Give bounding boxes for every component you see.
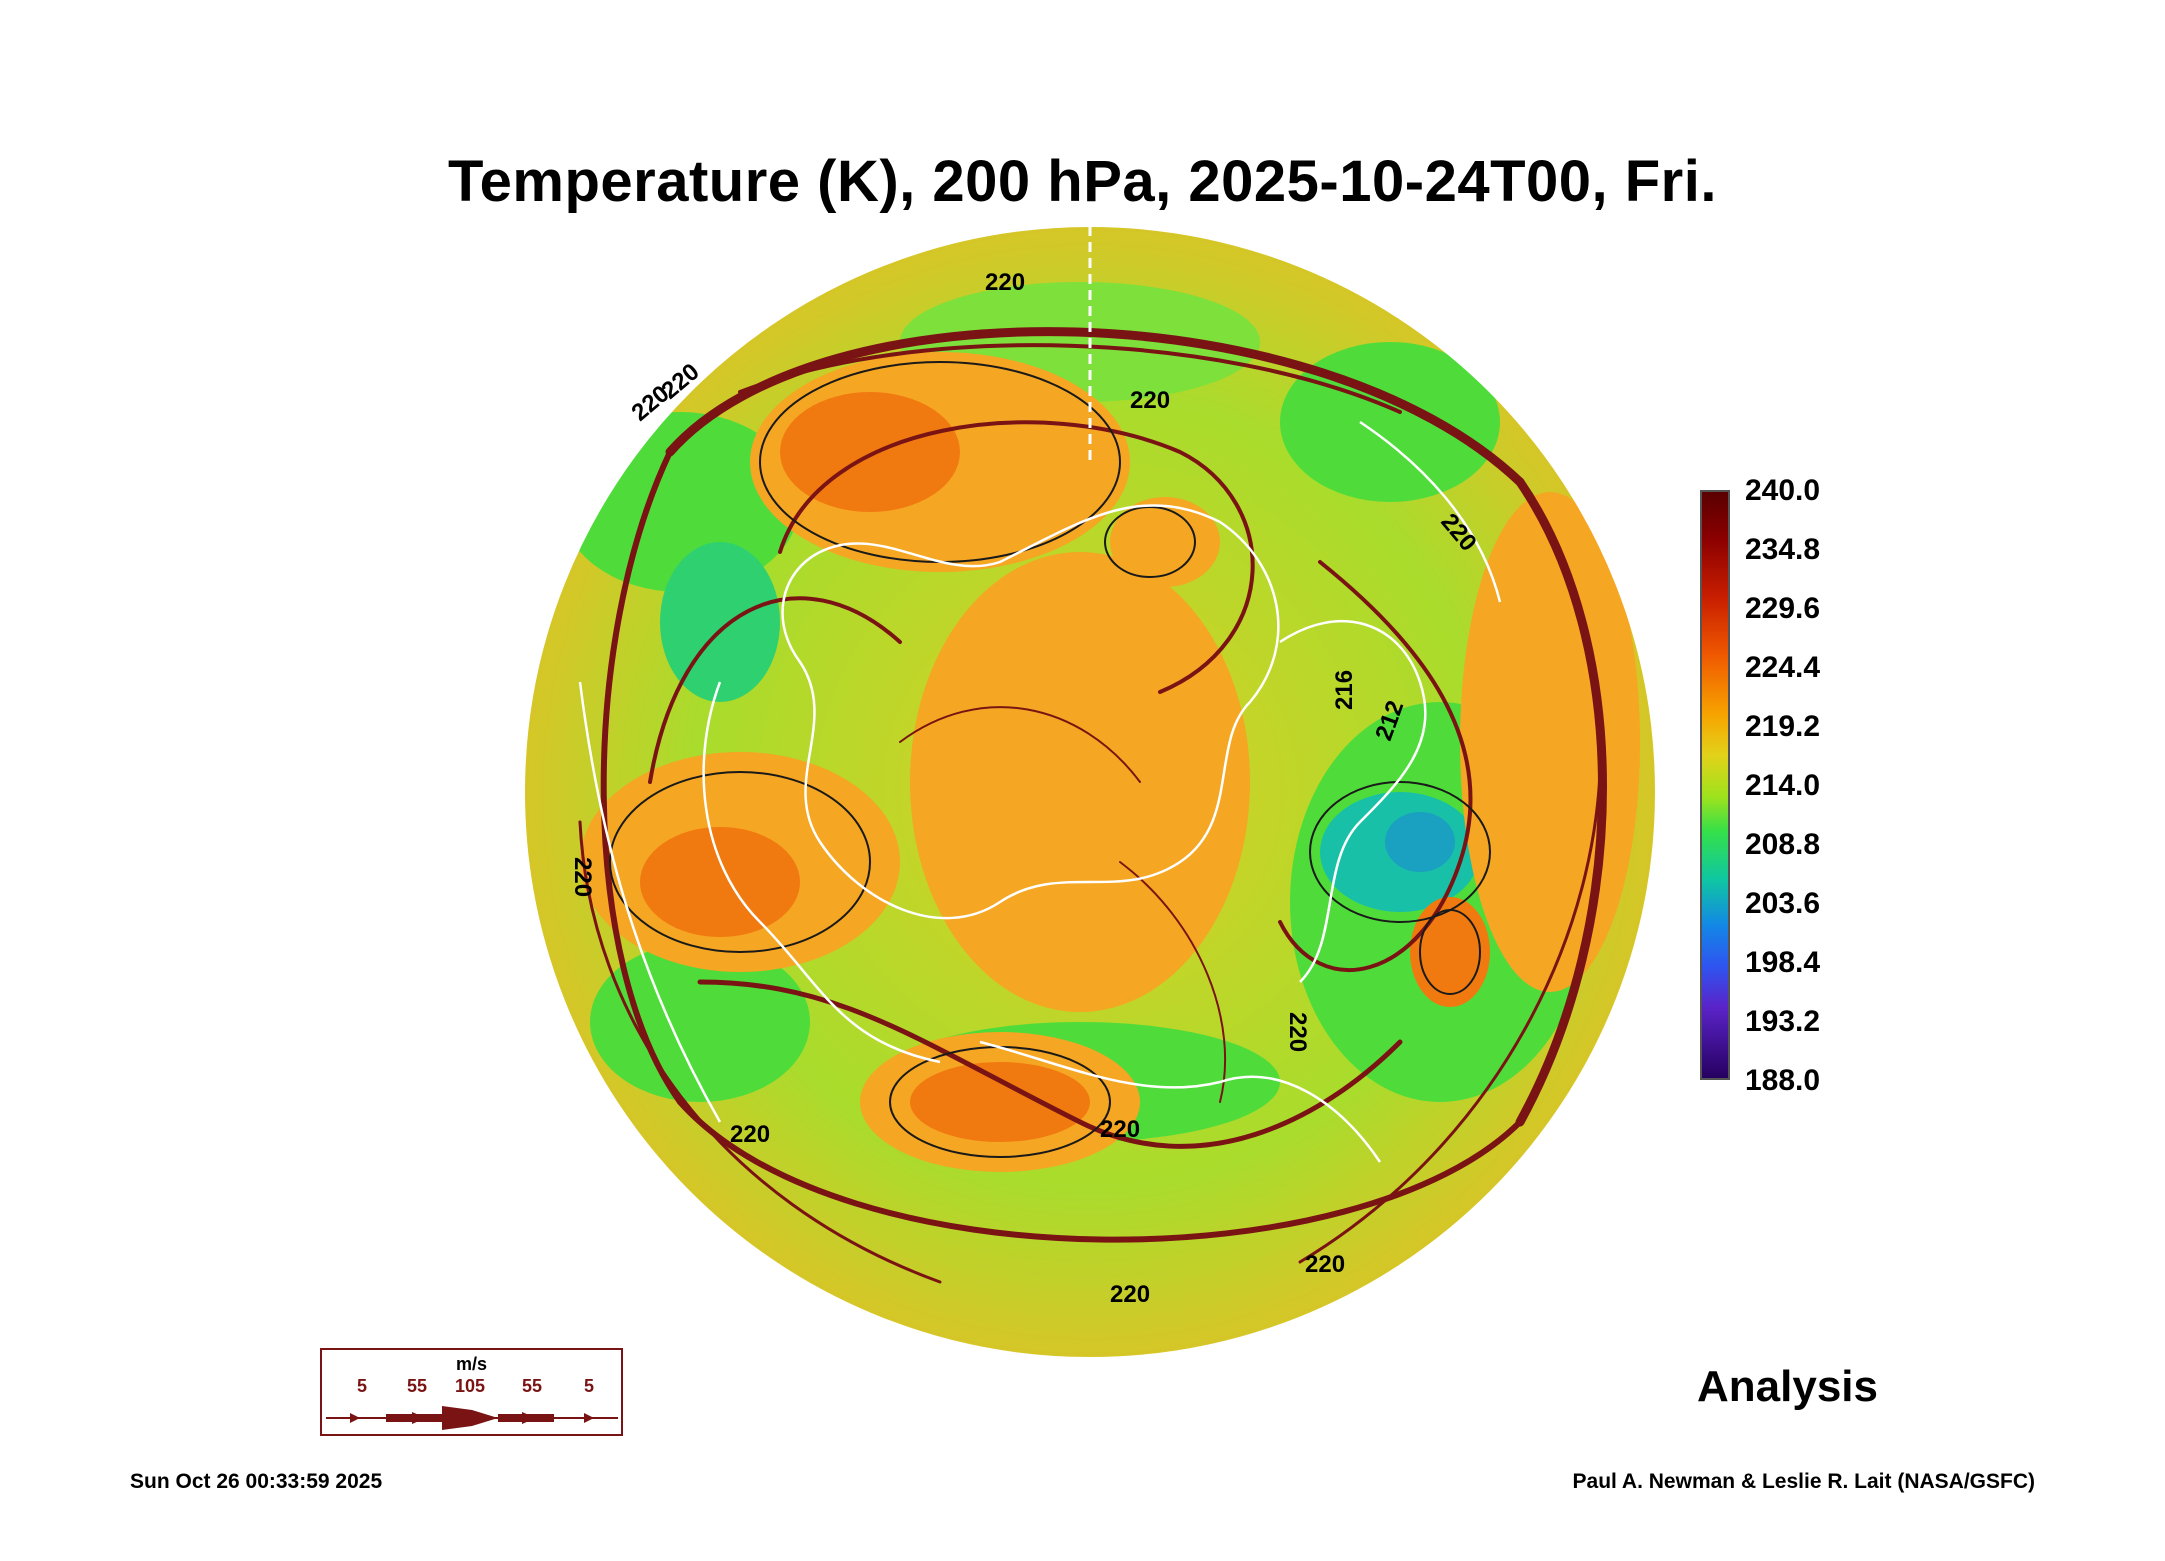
wind-units: m/s <box>455 1354 488 1374</box>
warm-region-center <box>910 552 1250 1012</box>
contour-label: 220 <box>569 857 596 897</box>
streamline <box>1298 720 1603 1264</box>
contour-label: 220 <box>1305 1251 1345 1278</box>
colorbar-label: 224.4 <box>1745 651 1821 684</box>
map-title: Temperature (K), 200 hPa, 2025-10-24T00,… <box>448 149 1717 214</box>
coastline <box>1359 420 1502 603</box>
contour-label: 220 <box>730 1121 770 1148</box>
warm-blob-east <box>1410 897 1490 1007</box>
coastline <box>578 681 722 1123</box>
cool-region-sw <box>590 942 810 1102</box>
colorbar-label: 208.8 <box>1745 828 1821 861</box>
analysis-label: Analysis <box>1697 1362 1878 1411</box>
streamline <box>738 343 1402 414</box>
colorbar-label: 214.0 <box>1745 769 1821 802</box>
temperature-colorbar <box>1700 490 1730 1080</box>
wind-speed-label: 5 <box>584 1376 595 1396</box>
wind-arrow-icon <box>326 1406 618 1430</box>
coastline <box>1279 620 1427 983</box>
contour-label: 220 <box>1130 387 1170 414</box>
timestamp: Sun Oct 26 00:33:59 2025 <box>130 1470 383 1493</box>
coastline <box>702 681 941 1064</box>
cold-pool-core <box>1385 812 1455 872</box>
coastline <box>979 1040 1382 1163</box>
wind-speed-label: 105 <box>455 1376 486 1396</box>
wind-speed-label: 55 <box>522 1376 543 1396</box>
jet-streamline <box>1515 477 1607 1127</box>
streamline <box>697 979 1403 1149</box>
cool-pool-west <box>660 542 780 702</box>
colorbar-label: 219.2 <box>1745 710 1821 743</box>
warm-core-west <box>640 827 800 937</box>
map-border <box>523 225 1657 1359</box>
temperature-contour <box>609 771 871 953</box>
colorbar-label: 198.4 <box>1745 946 1821 979</box>
temperature-contour <box>1104 506 1196 578</box>
wind-speed-label: 5 <box>357 1376 368 1396</box>
warm-core-north <box>780 392 960 512</box>
contour-label: 220 <box>1100 1116 1140 1143</box>
cool-region-ne <box>1280 342 1500 502</box>
streamline <box>899 706 1141 783</box>
streamline <box>648 596 902 784</box>
contour-label: 216 <box>1331 670 1358 710</box>
warm-blob-ne <box>1110 497 1220 587</box>
colorbar-label: 193.2 <box>1745 1005 1821 1038</box>
streamline <box>578 820 942 1284</box>
colorbar-label: 229.6 <box>1745 592 1821 625</box>
streamline <box>1119 861 1227 1103</box>
jet-streamline <box>600 449 683 1105</box>
colorbar-label: 203.6 <box>1745 887 1821 920</box>
temperature-contour <box>1309 781 1491 923</box>
credit: Paul A. Newman & Leslie R. Lait (NASA/GS… <box>1572 1470 2035 1493</box>
streamline <box>778 420 1255 694</box>
temperature-contour <box>1419 909 1481 995</box>
jet-streamline <box>665 327 1525 487</box>
contour-label: 220 <box>1110 1281 1150 1308</box>
wind-speed-legend: m/s 5 55 105 55 5 <box>320 1348 623 1436</box>
polar-temperature-map: 220 220 220 220 220 220 220 220 220 220 … <box>523 225 1657 1359</box>
jet-streamline <box>677 1099 1523 1243</box>
contour-label: 220 <box>1284 1012 1311 1052</box>
colorbar-label: 188.0 <box>1745 1064 1821 1097</box>
wind-speed-label: 55 <box>407 1376 428 1396</box>
colorbar-label: 240.0 <box>1745 474 1821 507</box>
coastline <box>781 504 1280 920</box>
colorbar-label: 234.8 <box>1745 533 1821 566</box>
streamline <box>1278 560 1473 972</box>
contour-label: 220 <box>985 269 1025 296</box>
warm-core-south <box>910 1062 1090 1142</box>
